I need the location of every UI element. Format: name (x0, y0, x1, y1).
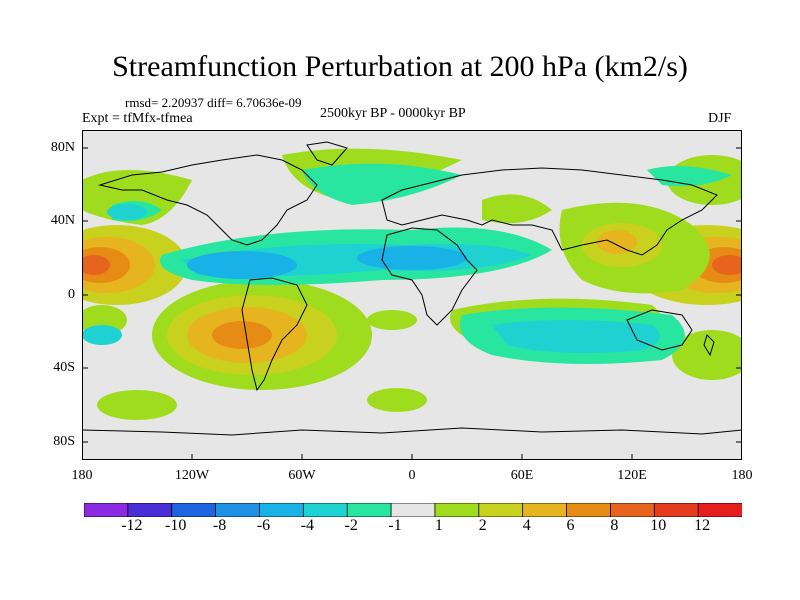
contour-fields (82, 148, 742, 420)
colorbar-swatch (434, 503, 480, 517)
colorbar-swatch (127, 503, 173, 517)
colorbar-label: 2 (478, 517, 487, 534)
period-label: 2500kyr BP - 0000kyr BP (320, 106, 466, 121)
colorbar-swatch (697, 503, 742, 517)
colorbar-swatch (84, 503, 129, 517)
colorbar-swatch (390, 503, 436, 517)
colorbar-label: -1 (388, 517, 402, 534)
season-label: DJF (708, 111, 732, 126)
lon-label-180e: 180 (731, 468, 753, 483)
lat-label-40n: 40N (50, 213, 75, 228)
colorbar-label: 12 (694, 517, 711, 534)
colorbar-label: -4 (300, 517, 314, 534)
colorbar-label: -6 (256, 517, 271, 534)
lat-label-80s: 80S (53, 434, 75, 449)
colorbar-swatch (566, 503, 612, 517)
lat-label-0: 0 (68, 287, 75, 302)
colorbar-label: -8 (212, 517, 227, 534)
lon-label-120e: 120E (617, 468, 647, 483)
colorbar-label: 6 (566, 517, 575, 534)
colorbar-swatch (610, 503, 656, 517)
lon-label-0: 0 (408, 468, 416, 483)
colorbar-swatch (522, 503, 568, 517)
lat-label-80n: 80N (50, 140, 75, 155)
lon-label-60w: 60W (288, 468, 316, 483)
chart-title: Streamfunction Perturbation at 200 hPa (… (112, 50, 688, 83)
colorbar-label: 4 (522, 517, 531, 534)
colorbar-swatch (478, 503, 524, 517)
lat-label-40s: 40S (53, 360, 75, 375)
colorbar-swatch (171, 503, 217, 517)
colorbar-label: 10 (650, 517, 667, 534)
colorbar-swatch (302, 503, 349, 517)
axis-ticks (82, 147, 742, 460)
colorbar-label: -12 (121, 517, 143, 534)
lon-label-60e: 60E (510, 468, 534, 483)
colorbar-label: 1 (434, 517, 443, 534)
colorbar-swatch (215, 503, 261, 517)
colorbar-label: 8 (610, 517, 619, 534)
stats-text: rmsd= 2.20937 diff= 6.70636e-09 (125, 95, 302, 110)
lon-label-180w: 180 (71, 468, 93, 483)
map-plot (82, 130, 742, 460)
colorbar-swatch (653, 503, 700, 517)
lon-label-120w: 120W (174, 468, 210, 483)
experiment-label: Expt = tfMfx-tfmea (82, 111, 193, 126)
colorbar-label: -10 (165, 517, 187, 534)
colorbar (84, 503, 742, 517)
colorbar-swatch (346, 503, 392, 517)
coastlines (82, 141, 742, 436)
colorbar-swatch (259, 503, 305, 517)
colorbar-label: -2 (344, 517, 358, 534)
